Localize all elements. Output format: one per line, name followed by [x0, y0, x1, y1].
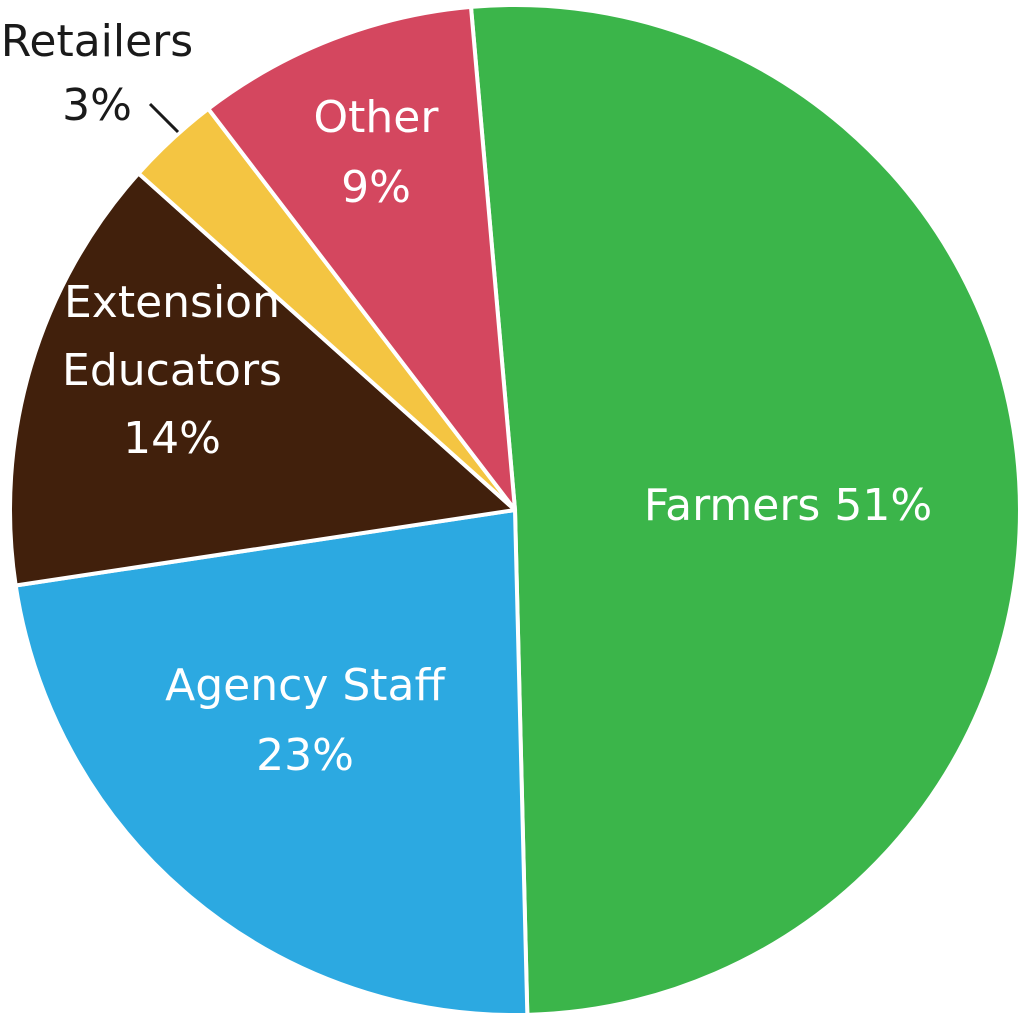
slice-label-line: 23% [256, 730, 354, 781]
slice-label-line: 9% [341, 162, 411, 213]
slice-label-line: Retailers [1, 16, 193, 67]
slice-label-line: Other [314, 92, 440, 143]
slice-label-line: Extension [64, 277, 280, 328]
slice-label-extension-educators: Extension Educators 14% [62, 277, 282, 464]
slice-label-line: Farmers 51% [644, 480, 932, 531]
slices-layer [8, 3, 1022, 1017]
slice-label-line: Agency Staff [165, 660, 446, 711]
pie-slice-other [206, 4, 517, 512]
slice-label-farmers: Farmers 51% [644, 480, 932, 531]
slice-label-retailers: Retailers 3% [1, 16, 193, 131]
slice-label-agency-staff: Agency Staff 23% [165, 660, 446, 781]
leader-line-retailers [148, 102, 180, 134]
slice-label-other: Other 9% [314, 92, 440, 213]
slice-label-line: 14% [123, 413, 221, 464]
slice-label-line: 3% [62, 80, 132, 131]
pie-slice-farmers [468, 3, 1022, 1017]
pie-slice-extension-educators [8, 171, 517, 588]
labels-layer: Farmers 51% Agency Staff 23% Extension Educa… [1, 16, 932, 781]
slice-label-line: Educators [62, 345, 282, 396]
pie-slice-agency-staff [13, 508, 530, 1017]
